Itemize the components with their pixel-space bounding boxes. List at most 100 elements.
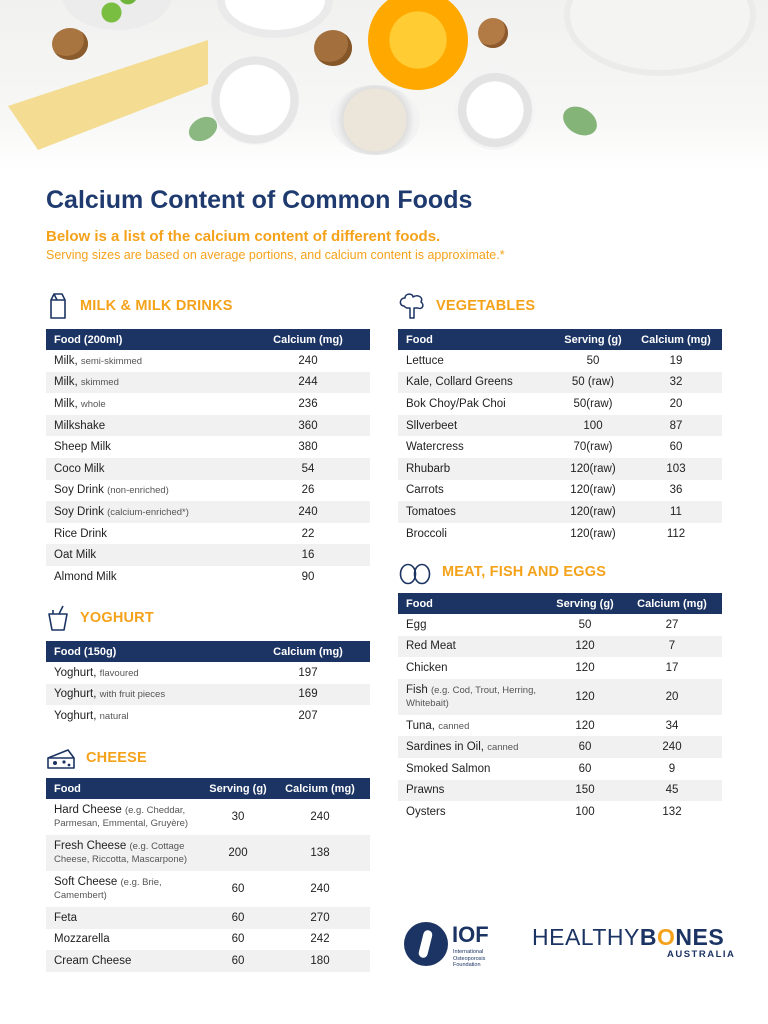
walnut-image xyxy=(314,30,352,66)
serving-cell: 50(raw) xyxy=(573,397,613,410)
serving-cell: 100 xyxy=(556,414,630,437)
section-label: MEAT, FISH AND EGGS xyxy=(442,564,607,580)
food-cell: Smoked Salmon xyxy=(398,758,548,780)
serving-cell: 70(raw) xyxy=(573,441,613,454)
calcium-cell: 180 xyxy=(270,950,370,972)
yoghurt-cup-icon xyxy=(46,604,70,632)
table-row: Feta 60 270 xyxy=(46,907,370,929)
serving-note: Serving sizes are based on average porti… xyxy=(46,248,505,262)
food-qualifier: natural xyxy=(99,710,129,722)
food-name: Yoghurt, xyxy=(54,666,97,679)
calcium-cell: 32 xyxy=(630,371,722,394)
section-label: MILK & MILK DRINKS xyxy=(80,298,233,314)
serving-cell: 60 xyxy=(548,736,622,758)
food-name: Milk, xyxy=(54,354,78,367)
food-qualifier: (e.g. Brie, Camembert) xyxy=(54,877,162,901)
healthy-bones-subtext: AUSTRALIA xyxy=(667,949,736,960)
table-row: Chicken 120 17 xyxy=(398,657,722,679)
calcium-cell: 26 xyxy=(301,484,315,497)
table-row: Prawns 150 45 xyxy=(398,779,722,802)
food-name: Bok Choy/Pak Choi xyxy=(406,397,506,410)
table-row: Carrots 120(raw) 36 xyxy=(398,480,722,502)
column-header: Calcium (mg) xyxy=(630,329,722,350)
food-name: Soy Drink xyxy=(54,484,104,497)
calcium-cell: 11 xyxy=(630,501,722,523)
food-cell: Oat Milk xyxy=(46,544,246,566)
food-qualifier: with fruit pieces xyxy=(99,689,166,701)
logo-word: HEALTHY xyxy=(532,924,640,950)
table-row: Yoghurt, flavoured 197 xyxy=(46,662,370,684)
table-row: Coco Milk 54 xyxy=(46,457,370,480)
calcium-cell: 7 xyxy=(622,635,722,658)
food-name: Rice Drink xyxy=(54,527,108,540)
food-qualifier: (e.g. Cheddar, Parmesan, Emmental, Gruyè… xyxy=(54,805,189,829)
food-cell: Watercress xyxy=(398,436,556,458)
healthy-bones-logo: HEALTHYBONES xyxy=(532,924,724,951)
food-cell: Fresh Cheese (e.g. Cottage Cheese, Ricco… xyxy=(46,835,206,871)
meat-section-heading: MEAT, FISH AND EGGS xyxy=(398,558,606,586)
food-name: Watercress xyxy=(406,441,464,454)
rice-bowl-image xyxy=(330,85,420,155)
food-cell: Yoghurt, with fruit pieces xyxy=(46,683,246,706)
food-cell: Sheep Milk xyxy=(46,436,246,458)
food-qualifier: (e.g. Cod, Trout, Herring, Whitebait) xyxy=(406,684,537,709)
food-qualifier: canned xyxy=(487,742,519,754)
food-cell: Soft Cheese (e.g. Brie, Camembert) xyxy=(46,871,206,907)
serving-cell: 60 xyxy=(578,762,592,775)
broccoli-icon xyxy=(398,292,426,320)
calcium-cell: 20 xyxy=(669,397,683,410)
table-row: Watercress 70(raw) 60 xyxy=(398,436,722,458)
table-row: Broccoli 120(raw) 112 xyxy=(398,523,722,545)
food-name: Broccoli xyxy=(406,527,447,540)
food-cell: Fish (e.g. Cod, Trout, Herring, Whitebai… xyxy=(398,678,548,715)
food-name: Fish xyxy=(406,683,428,696)
food-cell: Yoghurt, flavoured xyxy=(46,662,246,684)
calcium-cell: 34 xyxy=(665,719,679,732)
food-name: Yoghurt, xyxy=(54,709,97,722)
plate-image xyxy=(570,0,750,70)
table-row: Milk, semi-skimmed 240 xyxy=(46,350,370,372)
food-name: Soft Cheese xyxy=(54,876,118,888)
table-row: Fresh Cheese (e.g. Cottage Cheese, Ricco… xyxy=(46,835,370,871)
serving-cell: 120(raw) xyxy=(570,527,616,540)
column-header: Food xyxy=(398,593,548,614)
serving-cell: 120 xyxy=(548,635,622,658)
food-cell: Coco Milk xyxy=(46,457,246,480)
table-row: Sllverbeet 100 87 xyxy=(398,414,722,437)
calcium-cell: 60 xyxy=(669,441,683,454)
food-name: Milkshake xyxy=(54,419,106,432)
column-header: Food (150g) xyxy=(46,641,246,662)
calcium-cell: 169 xyxy=(246,683,370,706)
food-name: Feta xyxy=(54,911,78,924)
table-row: Mozzarella 60 242 xyxy=(46,929,370,951)
milk-carton-icon xyxy=(46,292,70,320)
orange-slice-image xyxy=(368,0,468,90)
hero-food-photo xyxy=(0,0,768,170)
table-row: Tuna, canned 120 34 xyxy=(398,715,722,737)
calcium-cell: 240 xyxy=(246,501,370,523)
food-cell: Yoghurt, natural xyxy=(46,705,246,727)
food-name: Fresh Cheese xyxy=(54,840,127,852)
food-cell: Tomatoes xyxy=(398,501,556,523)
food-cell: Egg xyxy=(398,614,548,636)
table-row: Soft Cheese (e.g. Brie, Camembert) 60 240 xyxy=(46,871,370,907)
cheese-wedge-icon xyxy=(46,744,76,772)
food-name: Smoked Salmon xyxy=(406,762,491,775)
calcium-cell: 132 xyxy=(662,805,682,818)
food-cell: Soy Drink (calcium-enriched*) xyxy=(46,501,246,523)
vegetables-section-heading: VEGETABLES xyxy=(398,292,535,320)
food-cell: Rice Drink xyxy=(46,523,246,545)
column-header: Calcium (mg) xyxy=(246,641,370,662)
logo-word: NES xyxy=(675,924,725,950)
page-subtitle: Below is a list of the calcium content o… xyxy=(46,228,441,245)
serving-cell: 120(raw) xyxy=(556,501,630,523)
calcium-cell: 9 xyxy=(668,762,676,775)
food-cell: Tuna, canned xyxy=(398,715,548,737)
calcium-cell: 240 xyxy=(310,811,330,823)
calcium-cell: 197 xyxy=(298,666,318,679)
calcium-cell: 236 xyxy=(298,397,318,410)
column-header: Serving (g) xyxy=(548,593,622,614)
food-qualifier: (e.g. Cottage Cheese, Riccotta, Mascarpo… xyxy=(54,841,188,865)
column-header: Serving (g) xyxy=(206,778,270,799)
eggs-icon xyxy=(398,558,432,586)
